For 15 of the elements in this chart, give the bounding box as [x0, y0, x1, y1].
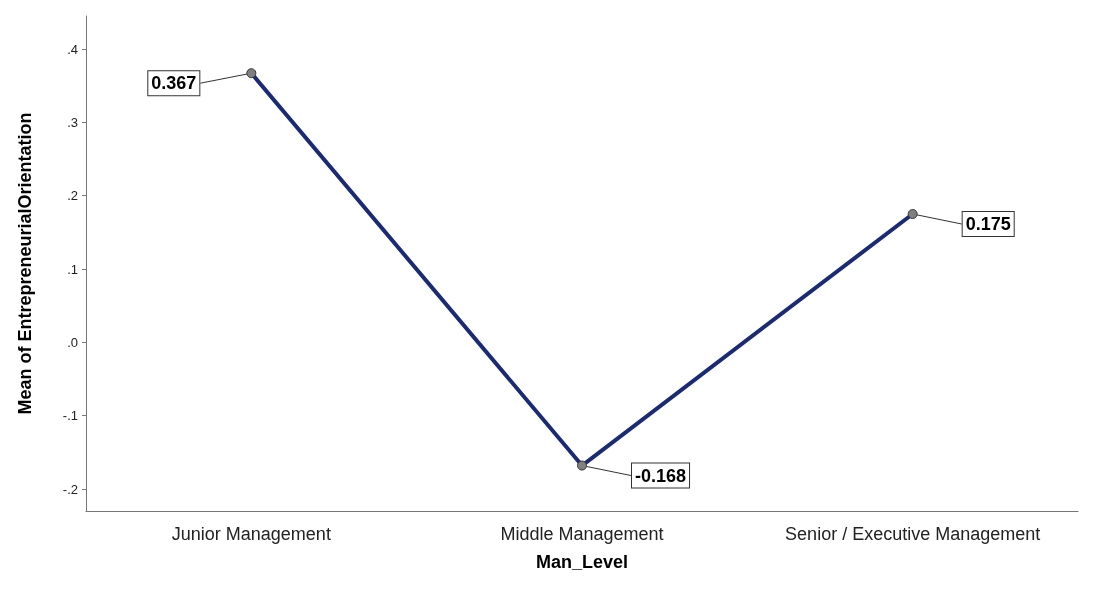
y-axis-title: Mean of EntrepreneurialOrientation: [15, 112, 35, 415]
y-tick-label: -.2: [62, 481, 78, 497]
x-tick-label: Middle Management: [500, 524, 664, 544]
data-label: 0.367: [151, 73, 197, 94]
data-label: -0.168: [635, 465, 687, 486]
y-tick-label: -.1: [62, 408, 78, 424]
y-tick-label: .1: [67, 261, 78, 277]
y-tick-label: .0: [67, 334, 78, 350]
data-label: 0.175: [965, 214, 1011, 234]
y-tick-label: .4: [67, 41, 78, 57]
x-axis-title: Man_Level: [535, 552, 629, 572]
x-tick-label: Senior / Executive Management: [785, 524, 1041, 544]
y-tick-label: .3: [67, 114, 78, 130]
y-tick-label: .2: [67, 188, 78, 204]
x-tick-label: Junior Management: [171, 524, 331, 544]
